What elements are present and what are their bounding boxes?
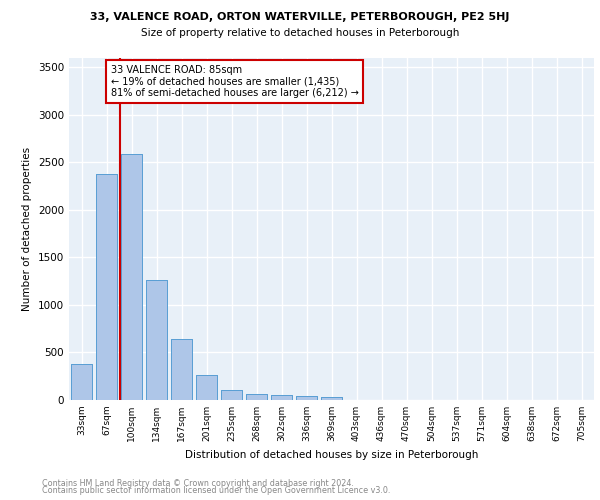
Bar: [121, 154, 142, 400]
Bar: [321, 397, 342, 400]
Bar: [296, 396, 317, 400]
Bar: [221, 390, 242, 400]
Bar: [71, 364, 92, 400]
Bar: [221, 390, 242, 400]
Bar: [171, 339, 192, 400]
Bar: [146, 280, 167, 400]
Bar: [246, 394, 267, 400]
Bar: [196, 376, 217, 400]
Text: Contains public sector information licensed under the Open Government Licence v3: Contains public sector information licen…: [42, 486, 391, 495]
Bar: [271, 395, 292, 400]
Y-axis label: Number of detached properties: Number of detached properties: [22, 146, 32, 311]
Bar: [146, 280, 167, 400]
Text: 33 VALENCE ROAD: 85sqm
← 19% of detached houses are smaller (1,435)
81% of semi-: 33 VALENCE ROAD: 85sqm ← 19% of detached…: [111, 65, 359, 98]
X-axis label: Distribution of detached houses by size in Peterborough: Distribution of detached houses by size …: [185, 450, 478, 460]
Bar: [171, 339, 192, 400]
Bar: [71, 364, 92, 400]
Text: Contains HM Land Registry data © Crown copyright and database right 2024.: Contains HM Land Registry data © Crown c…: [42, 478, 354, 488]
Bar: [121, 154, 142, 400]
Bar: [321, 397, 342, 400]
Bar: [296, 396, 317, 400]
Bar: [196, 376, 217, 400]
Text: Size of property relative to detached houses in Peterborough: Size of property relative to detached ho…: [141, 28, 459, 38]
Bar: [96, 174, 117, 400]
Bar: [246, 394, 267, 400]
Bar: [96, 174, 117, 400]
Bar: [271, 395, 292, 400]
Text: 33, VALENCE ROAD, ORTON WATERVILLE, PETERBOROUGH, PE2 5HJ: 33, VALENCE ROAD, ORTON WATERVILLE, PETE…: [91, 12, 509, 22]
